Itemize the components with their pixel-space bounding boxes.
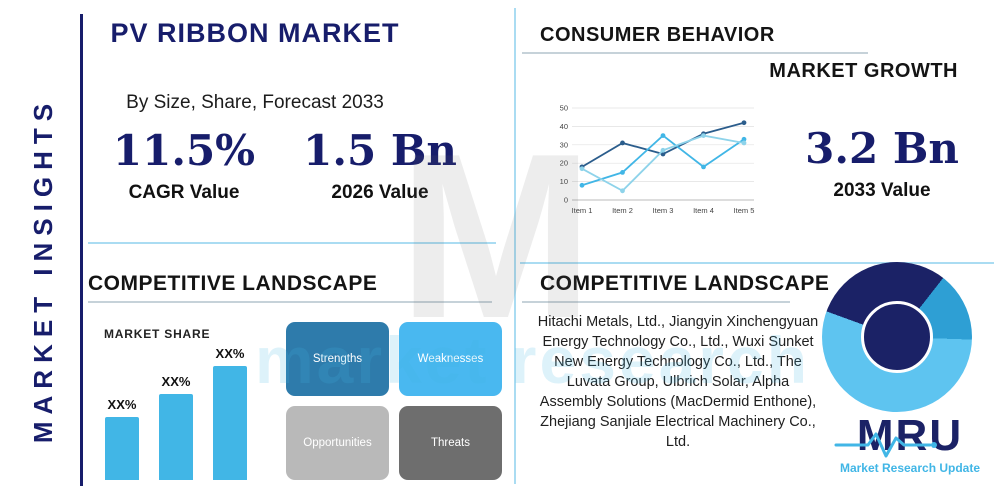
svg-text:Item 3: Item 3 [653, 206, 674, 215]
stat-cagr-label: CAGR Value [128, 182, 240, 204]
stat-2033-label: 2033 Value [833, 180, 931, 202]
swot-cell-threats: Threats [399, 406, 502, 480]
market-share-bar: XX% [158, 374, 194, 480]
mru-logo-subtext: Market Research Update [839, 461, 981, 475]
page-title: PV RIBBON MARKET [110, 18, 400, 48]
swot-grid: Strengths Weaknesses Opportunities Threats [286, 322, 502, 480]
swot-cell-opportunities: Opportunities [286, 406, 389, 480]
bar [159, 394, 193, 480]
stat-2033: 3.2 Bn 2033 Value [798, 124, 966, 202]
svg-text:50: 50 [560, 104, 568, 113]
svg-text:Item 5: Item 5 [734, 206, 755, 215]
svg-text:10: 10 [560, 177, 568, 186]
svg-text:0: 0 [564, 196, 568, 205]
market-share-title: MARKET SHARE [104, 327, 211, 341]
bar-value-label: XX% [161, 374, 191, 389]
competitive-landscape-left-underline [88, 301, 492, 303]
market-share-bar: XX% [104, 397, 140, 480]
vertical-title: MARKET INSIGHTS [28, 96, 58, 444]
consumer-behavior-title: CONSUMER BEHAVIOR [540, 24, 775, 46]
stat-cagr: 11.5% CAGR Value [100, 126, 268, 204]
vertical-divider-left [80, 14, 83, 486]
competitive-landscape-right-underline [522, 301, 790, 303]
stat-2026: 1.5 Bn 2026 Value [300, 126, 460, 204]
mru-logo: MRU Market Research Update [828, 414, 992, 475]
page-subtitle: By Size, Share, Forecast 2033 [126, 92, 384, 113]
swot-cell-strengths: Strengths [286, 322, 389, 396]
consumer-behavior-underline [522, 52, 868, 54]
bar-value-label: XX% [107, 397, 137, 412]
svg-text:Item 2: Item 2 [612, 206, 633, 215]
market-share-bar: XX% [212, 346, 248, 480]
donut-chart [822, 262, 972, 412]
svg-text:30: 30 [560, 140, 568, 149]
bar [213, 366, 247, 480]
companies-text: Hitachi Metals, Ltd., Jiangyin Xinchengy… [537, 314, 819, 450]
swot-cell-weaknesses: Weaknesses [399, 322, 502, 396]
donut-hole [861, 301, 933, 373]
svg-text:Item 1: Item 1 [572, 206, 593, 215]
stat-2026-label: 2026 Value [331, 182, 429, 204]
stat-cagr-value: 11.5% [112, 126, 256, 175]
market-share-bar-chart: XX% XX% XX% [104, 345, 274, 480]
horizontal-divider-left [88, 242, 496, 244]
stat-2026-value: 1.5 Bn [303, 126, 457, 175]
svg-text:20: 20 [560, 159, 568, 168]
horizontal-divider-right [520, 262, 994, 264]
line-chart: 0 10 20 30 40 50 Item 1 Item 2 Item 3 Item 4 Item … [560, 104, 755, 216]
bar [105, 417, 139, 480]
bar-value-label: XX% [215, 346, 245, 361]
competitive-landscape-right-title: COMPETITIVE LANDSCAPE [540, 272, 830, 295]
svg-text:40: 40 [560, 122, 568, 131]
heartbeat-pulse-icon [834, 432, 937, 458]
competitive-landscape-left-title: COMPETITIVE LANDSCAPE [88, 272, 378, 295]
center-vertical-divider [514, 8, 516, 484]
svg-text:Item 4: Item 4 [693, 206, 714, 215]
market-growth-title: MARKET GROWTH [769, 60, 958, 82]
stat-2033-value: 3.2 Bn [805, 124, 959, 173]
